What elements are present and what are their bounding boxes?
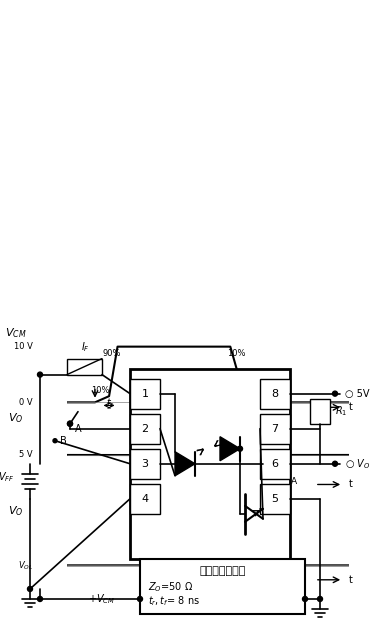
Circle shape bbox=[332, 461, 338, 466]
Text: 5: 5 bbox=[272, 494, 279, 504]
Polygon shape bbox=[220, 437, 240, 461]
Circle shape bbox=[138, 597, 142, 602]
Text: A  $I_F$=0 mA: A $I_F$=0 mA bbox=[247, 475, 298, 488]
Circle shape bbox=[27, 586, 33, 592]
Text: $t_f$: $t_f$ bbox=[232, 397, 240, 410]
Text: $V_{FF}$: $V_{FF}$ bbox=[0, 470, 15, 483]
Circle shape bbox=[37, 597, 43, 602]
Bar bbox=[140, 559, 305, 614]
Text: t: t bbox=[349, 480, 352, 490]
Text: $t_r,t_f$= 8 ns: $t_r,t_f$= 8 ns bbox=[148, 594, 200, 608]
Text: $Z_O$=50 Ω: $Z_O$=50 Ω bbox=[148, 580, 193, 594]
Text: 10 V: 10 V bbox=[14, 342, 33, 351]
Text: +$V_{CM}$: +$V_{CM}$ bbox=[88, 592, 115, 606]
Bar bbox=[130, 368, 290, 559]
Bar bbox=[130, 484, 160, 514]
Bar bbox=[67, 358, 102, 374]
Text: 7: 7 bbox=[272, 423, 279, 434]
Text: 1: 1 bbox=[141, 389, 148, 399]
Text: 10%: 10% bbox=[227, 349, 245, 358]
Bar bbox=[260, 379, 290, 409]
Circle shape bbox=[37, 372, 43, 377]
Text: 6: 6 bbox=[272, 459, 279, 469]
Bar bbox=[260, 413, 290, 444]
Text: $V_{CM}$: $V_{CM}$ bbox=[5, 327, 27, 340]
Text: 5 V: 5 V bbox=[19, 451, 33, 459]
Text: B: B bbox=[60, 436, 67, 446]
Text: $V_O$: $V_O$ bbox=[8, 412, 24, 425]
Bar bbox=[130, 379, 160, 409]
Circle shape bbox=[302, 597, 308, 602]
Text: B: $I_F$=16 mA: B: $I_F$=16 mA bbox=[241, 571, 298, 583]
Text: $R_1$: $R_1$ bbox=[335, 404, 347, 418]
Text: 8: 8 bbox=[272, 389, 279, 399]
Text: ○ 5V: ○ 5V bbox=[345, 389, 370, 399]
Text: A: A bbox=[75, 423, 82, 434]
Polygon shape bbox=[175, 452, 195, 476]
Text: $V_O$: $V_O$ bbox=[8, 504, 24, 518]
Text: 90%: 90% bbox=[103, 349, 121, 358]
Bar bbox=[130, 449, 160, 478]
Circle shape bbox=[53, 439, 57, 443]
Circle shape bbox=[332, 391, 338, 396]
Circle shape bbox=[237, 446, 243, 451]
Text: 脉冲信号产生器: 脉冲信号产生器 bbox=[199, 566, 246, 576]
Text: 10%: 10% bbox=[91, 386, 110, 395]
Text: 3: 3 bbox=[141, 459, 148, 469]
Text: $t_r$: $t_r$ bbox=[106, 397, 115, 410]
Circle shape bbox=[68, 421, 72, 426]
Text: 0 V: 0 V bbox=[19, 398, 33, 407]
Text: t: t bbox=[349, 575, 352, 585]
Circle shape bbox=[318, 597, 322, 602]
Text: $I_F$: $I_F$ bbox=[81, 340, 89, 354]
Text: ○ $V_O$: ○ $V_O$ bbox=[345, 457, 370, 470]
Bar bbox=[130, 413, 160, 444]
Bar bbox=[260, 484, 290, 514]
Text: 90%: 90% bbox=[244, 386, 262, 395]
Bar bbox=[310, 399, 330, 423]
Text: t: t bbox=[349, 402, 352, 412]
Text: 4: 4 bbox=[141, 494, 148, 504]
Text: $V_{OL}$: $V_{OL}$ bbox=[18, 559, 33, 571]
Bar bbox=[260, 449, 290, 478]
Text: 2: 2 bbox=[141, 423, 148, 434]
